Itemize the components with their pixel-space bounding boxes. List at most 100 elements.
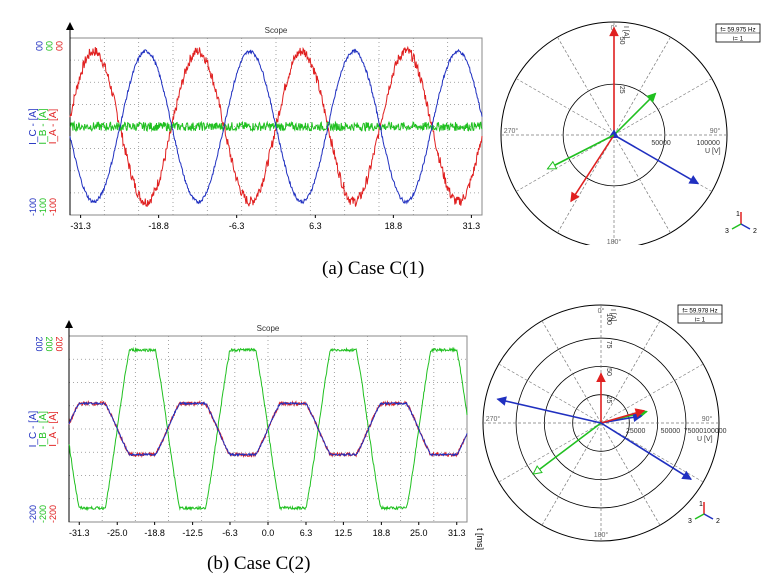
polar-spoke-a: [613, 36, 671, 136]
triad-label-2-b: 2: [716, 518, 720, 525]
polar-spoke-a: [557, 134, 615, 234]
phasor-head-u_a-a: [570, 191, 580, 203]
angle-label-a: 180°: [607, 238, 622, 245]
y-axis-arrow-a: [66, 22, 74, 30]
y-tick-top-b: 200: [34, 336, 44, 351]
polar-spoke-a: [515, 134, 615, 192]
scope-title-b: Scope: [257, 324, 280, 333]
triad-axis-3-a: [731, 223, 742, 230]
radial-tick-b: 25: [605, 396, 612, 404]
x-tick-label-b: -25.0: [107, 528, 128, 538]
caption-b: (b) Case C(2): [207, 553, 311, 574]
x-tick-label-a: 18.8: [385, 221, 403, 231]
x-tick-label-b: -12.5: [182, 528, 203, 538]
series-line-b: [68, 401, 468, 457]
phasor-panel-b: 0° 90° 180° 270° 25 50 75 100 I [A] 25000 50000 750…: [470, 296, 781, 552]
triad-axis-2-a: [740, 223, 751, 230]
y-axis-arrow-b: [65, 320, 73, 328]
legend-label-a: I_C - [A]: [28, 108, 39, 145]
x-tick-label-b: 18.8: [373, 528, 391, 538]
voltage-tick-b: 50000: [661, 428, 681, 435]
readout-index-a: i= 1: [733, 36, 744, 43]
phasor-head-u_c2-b: [681, 470, 693, 480]
phasor-u_c-b: [497, 398, 602, 424]
polar-spoke-a: [613, 78, 713, 136]
voltage-tick-a: 100000: [696, 140, 719, 147]
y-tick-top-b: 200: [44, 336, 54, 351]
phasor-head-i_b-a: [646, 92, 657, 103]
scope-panel-b: Scope -31.3 -25.0 -18.8 -12.5 -6.3 0.0 6.3 12.5 1…: [0, 312, 490, 552]
y-tick-top-a: 00: [54, 41, 64, 51]
phasor-u_b-b: [532, 422, 602, 475]
triad-label-1-b: 1: [699, 501, 703, 508]
phasor-u_c-a: [613, 134, 699, 185]
polar-spoke-a: [557, 36, 615, 136]
x-tick-label-a: -6.3: [229, 221, 245, 231]
triad-axis-2-b: [703, 513, 714, 520]
x-tick-label-b: -6.3: [222, 528, 238, 538]
y-tick-bottom-b: -200: [48, 505, 58, 523]
radial-axis-label-a: I [A]: [622, 26, 629, 39]
scope-title-a: Scope: [265, 26, 288, 35]
phasor-head-i_a-a: [609, 26, 619, 37]
triad-label-2-a: 2: [753, 228, 757, 235]
x-tick-label-a: 6.3: [309, 221, 322, 231]
polar-spoke-a: [515, 78, 615, 136]
x-axis-label-b: t [ms]: [475, 528, 485, 550]
y-tick-top-a: 00: [44, 41, 54, 51]
readout-frequency-b: f= 59.978 Hz: [682, 308, 717, 315]
polar-spoke-a: [613, 134, 671, 234]
x-tick-label-b: 31.3: [448, 528, 466, 538]
x-tick-label-b: 6.3: [300, 528, 313, 538]
readout-index-b: i= 1: [695, 317, 706, 324]
triad-label-1-a: 1: [736, 211, 740, 218]
triad-axis-3-b: [694, 513, 705, 520]
caption-a: (a) Case C(1): [322, 258, 425, 279]
legend-label-b: I_A - [A]: [48, 411, 59, 447]
y-tick-top-a: 00: [34, 41, 44, 51]
y-tick-bottom-b: -200: [28, 505, 38, 523]
x-tick-label-a: -18.8: [148, 221, 169, 231]
voltage-axis-label-a: U [V]: [705, 148, 721, 155]
scope-panel-a: Scope-31.3-18.8-6.36.318.831.3t [ms]I_C …: [0, 0, 500, 245]
scope-chart-b: Scope -31.3 -25.0 -18.8 -12.5 -6.3 0.0 6.3 12.5 1…: [28, 320, 485, 550]
x-tick-label-b: 12.5: [335, 528, 353, 538]
y-tick-bottom-a: -100: [28, 198, 38, 216]
x-tick-label-b: 25.0: [410, 528, 428, 538]
polar-ring-b: [515, 337, 687, 509]
legend-label-b: I_B - [A]: [38, 411, 49, 447]
angle-label-b: 90°: [702, 415, 713, 423]
phasor-head-i_a-b: [596, 372, 606, 382]
legend-label-a: I_B - [A]: [38, 108, 49, 144]
phasor-u_b-a: [547, 134, 615, 170]
phasor-i_b-a: [613, 92, 657, 136]
angle-label-a: 270°: [504, 127, 519, 135]
readout-frequency-a: f= 59.975 Hz: [720, 27, 755, 34]
angle-label-b: 180°: [594, 531, 609, 539]
series-line-a: [69, 48, 483, 205]
angle-label-a: 90°: [710, 127, 721, 135]
phasor-head-u_c-b: [496, 396, 507, 406]
y-tick-top-b: 200: [54, 336, 64, 351]
voltage-tick-b: 75000100000: [684, 428, 727, 435]
angle-label-b: 0°: [598, 307, 605, 315]
radial-axis-label-b: I [A]: [609, 309, 616, 322]
x-tick-label-b: -18.8: [144, 528, 165, 538]
phasor-head-u_b-a: [546, 160, 558, 170]
triad-label-3-a: 3: [725, 228, 729, 235]
radial-tick-b: 75: [605, 341, 612, 349]
radial-tick-a: 50: [618, 37, 625, 45]
legend-label-a: I_A - [A]: [48, 108, 59, 144]
radial-tick-b: 100: [605, 313, 612, 325]
x-tick-label-b: -31.3: [69, 528, 90, 538]
x-tick-label-b: 0.0: [262, 528, 275, 538]
y-tick-bottom-a: -100: [38, 198, 48, 216]
voltage-tick-a: 50000: [651, 140, 671, 147]
y-tick-bottom-a: -100: [48, 198, 58, 216]
x-tick-label-a: 31.3: [463, 221, 481, 231]
phasor-u_c2-b: [600, 422, 692, 480]
y-tick-bottom-b: -200: [38, 505, 48, 523]
x-tick-label-a: -31.3: [70, 221, 91, 231]
